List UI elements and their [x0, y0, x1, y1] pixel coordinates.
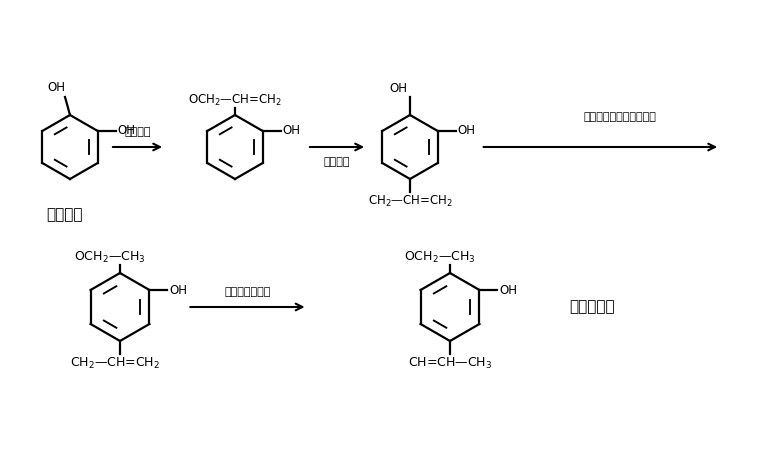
Text: 单烷基化: 单烷基化	[124, 127, 151, 137]
Text: OH: OH	[499, 283, 518, 297]
Text: 浓馥香兰素: 浓馥香兰素	[569, 299, 615, 314]
Text: 重排反应: 重排反应	[324, 157, 350, 167]
Text: OH: OH	[458, 124, 476, 138]
Text: OH: OH	[282, 124, 301, 138]
Text: CH$_2$—CH=CH$_2$: CH$_2$—CH=CH$_2$	[70, 356, 160, 371]
Text: OH: OH	[389, 82, 407, 95]
Text: CH$_2$—CH=CH$_2$: CH$_2$—CH=CH$_2$	[367, 194, 452, 209]
Text: 邻苯二酚: 邻苯二酚	[47, 207, 83, 222]
Text: OH: OH	[118, 124, 136, 138]
Text: OCH$_2$—CH$_3$: OCH$_2$—CH$_3$	[405, 250, 476, 265]
Text: OH: OH	[169, 283, 187, 297]
Text: OCH$_2$—CH=CH$_2$: OCH$_2$—CH=CH$_2$	[188, 93, 282, 108]
Text: OH: OH	[47, 81, 65, 94]
Text: 乙基硒酸钔进行单乙基化: 乙基硒酸钔进行单乙基化	[584, 112, 657, 122]
Text: OCH$_2$—CH$_3$: OCH$_2$—CH$_3$	[74, 250, 146, 265]
Text: CH=CH—CH$_3$: CH=CH—CH$_3$	[408, 356, 492, 371]
Text: 氢氧化钒异构化: 氢氧化钒异构化	[224, 287, 271, 297]
